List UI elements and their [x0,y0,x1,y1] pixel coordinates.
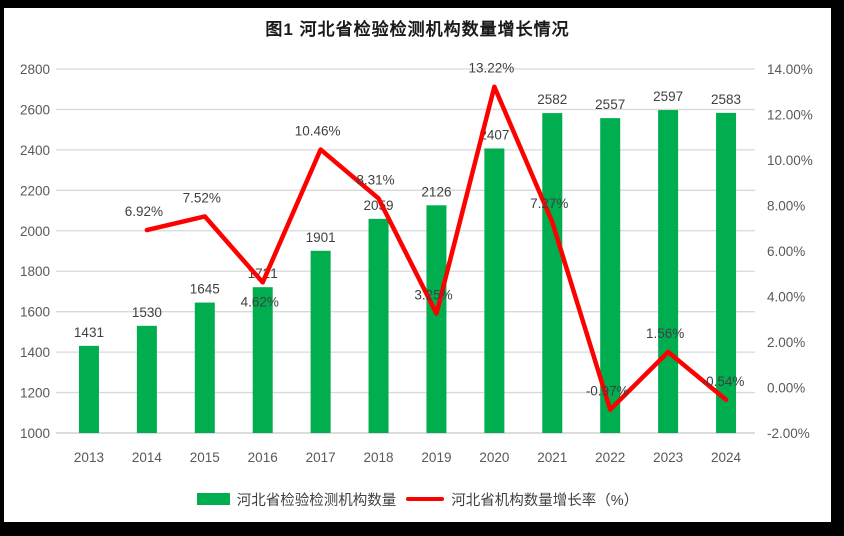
y2-axis-tick-label: 8.00% [767,199,805,214]
bar-value-label: 2407 [479,127,509,142]
rate-value-label: 7.52% [183,190,221,205]
legend-line-label: 河北省机构数量增长率（%） [451,492,639,509]
y2-axis-tick-label: 12.00% [767,108,813,123]
bar-value-label: 2582 [537,92,567,107]
y-axis-tick-label: 1400 [20,345,50,360]
rate-value-label: 3.25% [414,288,452,303]
rate-value-label: 1.56% [646,326,684,341]
y-axis-tick-label: 2600 [20,102,50,117]
rate-value-label: -0.97% [586,384,629,399]
x-axis-tick-label: 2017 [306,450,336,465]
bar [716,112,737,433]
rate-value-label: -0.54% [702,374,745,389]
bar [78,345,99,433]
y-axis-tick-label: 1600 [20,305,50,320]
rate-value-label: 6.92% [125,204,163,219]
x-axis-tick-label: 2015 [190,450,220,465]
combo-chart-plot-area: 1000 1200 1400 1600 1800 2000 2200 2400 2600 2800… [20,61,813,465]
y2-axis-tick-label: 2.00% [767,335,805,350]
bar-value-label: 2583 [711,92,741,107]
bar [484,148,505,433]
y-axis-tick-label: 2200 [20,183,50,198]
bar-value-label: 1431 [74,325,104,340]
x-axis-tick-label: 2018 [364,450,394,465]
x-axis-tick-label: 2014 [132,450,163,465]
y-axis-tick-label: 2400 [20,143,50,158]
legend-bar-swatch-icon [196,493,230,505]
bar [426,205,447,433]
bar-value-label: 2126 [421,184,451,199]
bar-value-label: 1530 [132,305,162,320]
x-axis-tick-label: 2019 [421,450,451,465]
bar [368,218,389,433]
bar-value-label: 1645 [190,282,220,297]
rate-value-label: 7.27% [530,196,568,211]
y-axis-tick-label: 1000 [20,426,50,441]
y2-axis-tick-label: -2.00% [767,426,810,441]
bar [252,287,273,433]
y2-axis-tick-label: 6.00% [767,244,805,259]
chart-title: 图1 河北省检验检测机构数量增长情况 [265,20,570,39]
bar [194,302,215,433]
bar [542,113,563,433]
bar [658,110,679,433]
rate-value-label: 4.62% [241,294,279,309]
bar-value-label: 1901 [306,230,336,245]
y2-axis-tick-label: 10.00% [767,153,813,168]
y-axis-tick-label: 1200 [20,386,50,401]
legend-bar-label: 河北省检验检测机构数量 [236,492,397,509]
bar-value-label: 2557 [595,97,625,112]
y2-axis-tick-label: 4.00% [767,290,805,305]
legend: 河北省检验检测机构数量 河北省机构数量增长率（%） [4,489,831,509]
x-axis-tick-label: 2021 [537,450,567,465]
growth-rate-line [144,84,729,412]
rate-value-label: 13.22% [468,61,514,76]
bar [310,250,331,433]
x-axis-tick-label: 2016 [248,450,278,465]
y-axis-tick-label: 1800 [20,264,50,279]
x-axis-tick-label: 2024 [711,450,742,465]
x-axis-tick-label: 2020 [479,450,509,465]
x-axis-tick-label: 2022 [595,450,625,465]
bar-value-label: 2597 [653,89,683,104]
rate-value-label: 8.31% [356,172,394,187]
y-axis-tick-label: 2000 [20,224,50,239]
bar [600,118,621,433]
y2-axis-tick-label: 14.00% [767,62,813,77]
x-axis-tick-label: 2013 [74,450,104,465]
chart-page: 图1 河北省检验检测机构数量增长情况 1000 1200 1400 1600 1800 2… [4,8,831,522]
legend-line-swatch-icon [406,497,445,501]
rate-value-label: 10.46% [295,124,341,139]
x-axis-tick-label: 2023 [653,450,683,465]
y2-axis-tick-label: 0.00% [767,381,805,396]
bar [136,325,157,433]
y-axis-tick-label: 2800 [20,62,50,77]
